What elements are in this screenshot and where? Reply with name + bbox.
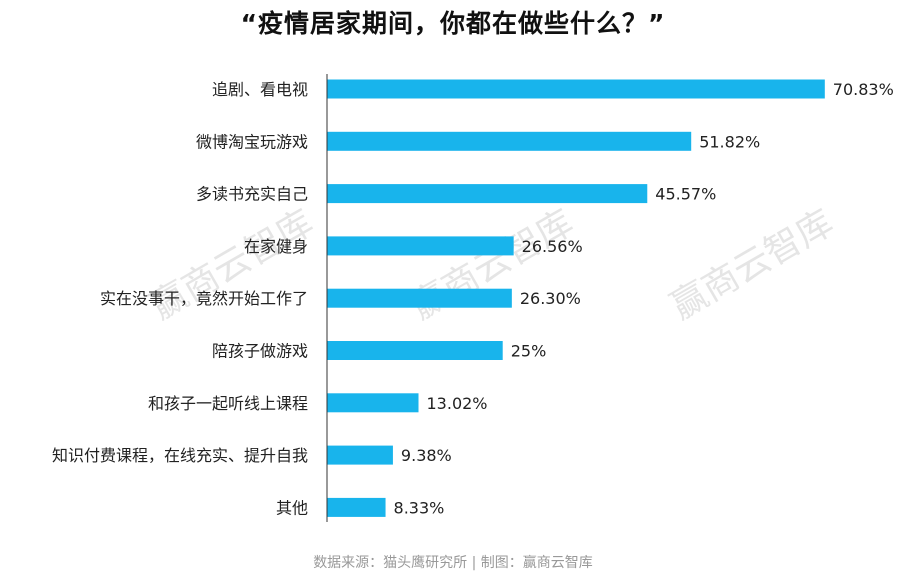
category-label-5: 陪孩子做游戏	[212, 342, 308, 361]
bar-6	[327, 393, 419, 413]
bar-8	[327, 497, 386, 517]
chart-title: “疫情居家期间，你都在做些什么？”	[240, 9, 666, 38]
category-label-1: 微博淘宝玩游戏	[196, 132, 308, 151]
category-label-3: 在家健身	[244, 237, 308, 256]
source-note: 数据来源：猫头鹰研究所 | 制图：赢商云智库	[313, 555, 593, 571]
category-label-8: 其他	[276, 498, 308, 517]
watermark-2: 赢商云智库	[664, 202, 840, 328]
watermarks: 赢商云智库 赢商云智库 赢商云智库	[144, 202, 840, 328]
value-label-1: 51.82%	[699, 132, 760, 151]
bar-2	[327, 184, 648, 204]
value-label-6: 13.02%	[427, 394, 488, 413]
bar-1	[327, 131, 692, 151]
bar-0	[327, 79, 825, 99]
value-label-7: 9.38%	[401, 446, 452, 465]
category-label-7: 知识付费课程，在线充实、提升自我	[52, 446, 308, 465]
value-label-4: 26.30%	[520, 289, 581, 308]
bar-5	[327, 341, 503, 360]
value-label-0: 70.83%	[833, 80, 894, 99]
category-label-6: 和孩子一起听线上课程	[148, 394, 308, 413]
bar-4	[327, 288, 512, 308]
bar-7	[327, 445, 393, 465]
category-label-0: 追剧、看电视	[212, 80, 308, 99]
watermark-0: 赢商云智库	[144, 202, 320, 328]
watermark-1: 赢商云智库	[404, 202, 580, 328]
value-label-2: 45.57%	[655, 185, 716, 204]
bars	[327, 79, 825, 517]
value-label-3: 26.56%	[522, 237, 583, 256]
category-labels: 追剧、看电视微博淘宝玩游戏多读书充实自己在家健身实在没事干，竟然开始工作了陪孩子…	[52, 80, 308, 517]
category-label-2: 多读书充实自己	[196, 185, 308, 204]
value-label-5: 25%	[511, 342, 547, 361]
value-label-8: 8.33%	[394, 498, 445, 517]
category-label-4: 实在没事干，竟然开始工作了	[100, 289, 308, 308]
value-labels: 70.83% 51.82% 45.57% 26.56% 26.30% 25% 13.02% 9…	[394, 80, 894, 517]
bar-3	[327, 236, 514, 256]
